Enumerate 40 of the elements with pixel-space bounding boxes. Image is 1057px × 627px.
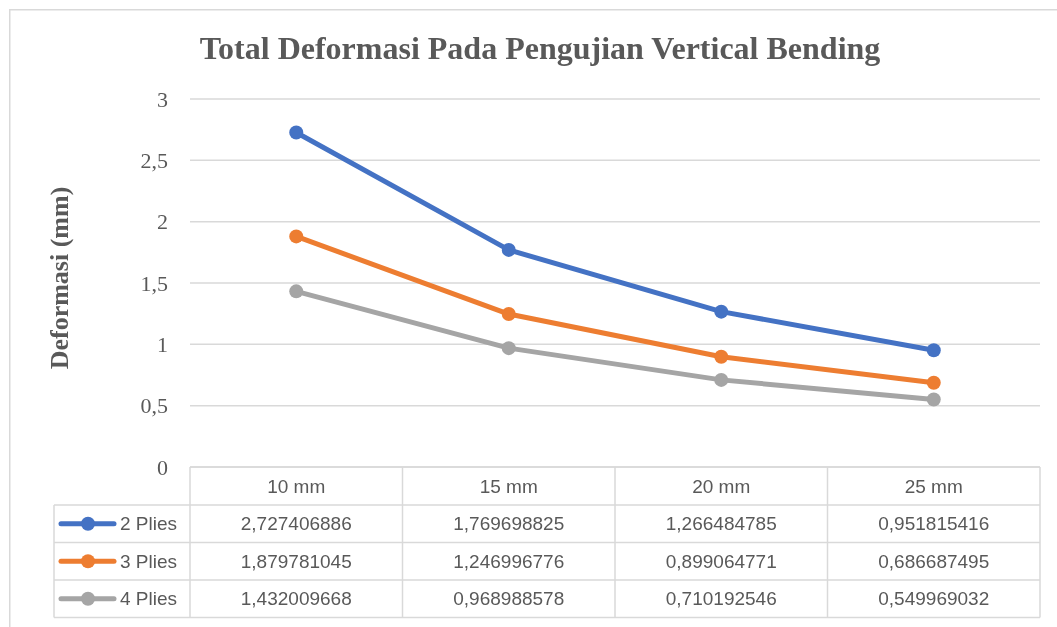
point — [289, 125, 304, 140]
data-label: 0,951815416 — [878, 513, 990, 535]
chart-title: Total Deformasi Pada Pengujian Vertical Bending — [199, 30, 881, 66]
x-tick-label: 20 mm — [692, 475, 751, 497]
data-label: 0,710192546 — [665, 588, 777, 610]
point — [926, 392, 941, 407]
data-label: 0,686687495 — [878, 550, 990, 572]
data-label: 1,769698825 — [453, 513, 565, 535]
y-tick-label: 0,5 — [140, 393, 168, 419]
point — [289, 284, 304, 299]
y-tick-label: 3 — [157, 86, 168, 112]
y-tick-label: 1,5 — [140, 270, 168, 296]
point — [501, 307, 516, 322]
y-tick-label: 2 — [157, 209, 168, 235]
point — [501, 341, 516, 356]
legend-label: 3 Plies — [120, 550, 178, 572]
point — [289, 229, 304, 244]
point — [714, 372, 729, 387]
point — [714, 349, 729, 364]
legend-label: 2 Plies — [120, 513, 178, 535]
data-label: 0,549969032 — [878, 588, 990, 610]
point — [501, 242, 516, 257]
y-tick-label: 1 — [157, 332, 168, 358]
y-tick-label: 0 — [157, 454, 168, 480]
y-axis-title: Deformasi (mm) — [45, 186, 74, 370]
y-tick-label: 2,5 — [140, 148, 168, 174]
point — [926, 343, 941, 358]
data-label: 0,968988578 — [453, 588, 565, 610]
data-label: 1,432009668 — [240, 588, 352, 610]
data-label: 0,899064771 — [665, 550, 777, 572]
legend-label: 4 Plies — [120, 588, 178, 610]
x-tick-label: 25 mm — [904, 475, 963, 497]
data-label: 1,246996776 — [453, 550, 565, 572]
data-label: 1,266484785 — [665, 513, 777, 535]
data-label: 2,727406886 — [240, 513, 352, 535]
x-tick-label: 10 mm — [267, 475, 326, 497]
point — [714, 304, 729, 319]
x-tick-label: 15 mm — [479, 475, 538, 497]
data-label: 1,879781045 — [240, 550, 352, 572]
point — [926, 375, 941, 390]
